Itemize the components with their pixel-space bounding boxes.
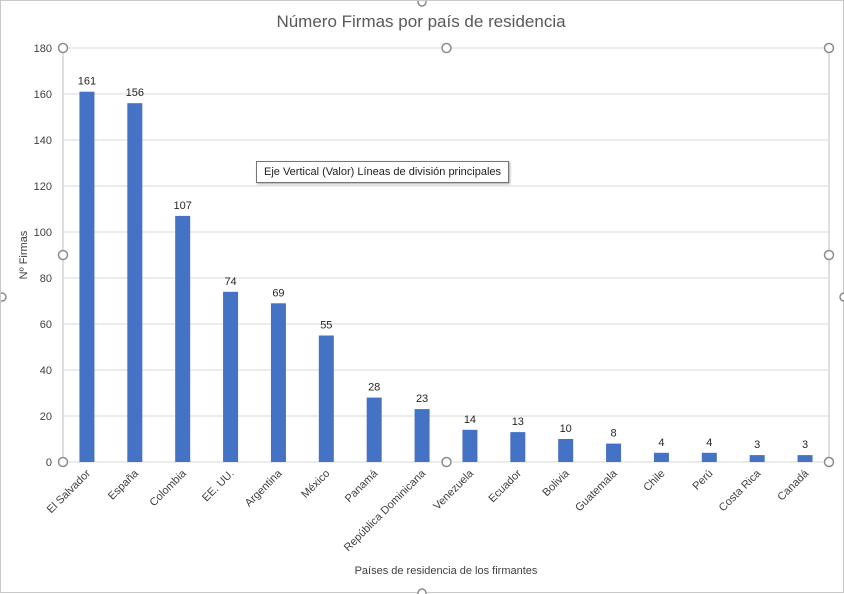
data-label: 3 [754,439,760,451]
y-axis-ticks[interactable]: 0 20 40 60 80 100 120 140 160 180 [34,43,52,469]
x-tick-label: Venezuela [431,467,476,512]
x-tick-label: Panamá [343,467,381,505]
bar[interactable] [701,452,717,462]
plot-resize-handle[interactable] [57,42,69,54]
gridlines[interactable] [63,47,829,463]
x-axis-title[interactable]: Países de residencia de los firmantes [355,565,538,577]
data-label: 107 [174,200,192,212]
bar[interactable] [462,429,478,462]
y-tick-label: 120 [34,181,52,193]
bar[interactable] [79,91,95,462]
bar[interactable] [175,215,191,462]
x-tick-label: Costa Rica [717,467,764,514]
bar-series[interactable] [79,91,813,463]
bar[interactable] [270,303,286,462]
chart-resize-handle[interactable] [839,292,844,302]
y-tick-label: 180 [34,43,52,55]
x-tick-label: El Salvador [45,467,93,515]
bar[interactable] [414,409,430,462]
x-axis-ticks[interactable]: El Salvador España Colombia EE. UU. Argentin… [45,467,812,554]
chart-title[interactable]: Número Firmas por país de residencia [276,12,566,31]
bar[interactable] [558,439,574,462]
y-tick-label: 60 [40,319,52,331]
plot-resize-handle[interactable] [441,456,452,468]
y-tick-label: 80 [40,273,52,285]
x-tick-label: España [106,467,141,502]
x-tick-label: República Dominicana [342,467,429,554]
plot-resize-handle[interactable] [57,249,69,261]
tooltip: Eje Vertical (Valor) Líneas de división … [256,161,510,183]
bar[interactable] [606,443,622,462]
plot-resize-handle[interactable] [823,249,835,261]
data-label: 23 [416,393,428,405]
bar[interactable] [510,432,526,462]
x-tick-label: Colombia [147,467,189,509]
chart-resize-handle[interactable] [417,1,427,7]
plot-resize-handle[interactable] [823,456,835,468]
data-label: 156 [126,87,144,99]
x-tick-label: Perú [691,468,716,493]
x-tick-label: México [299,468,332,501]
data-label: 28 [368,382,380,394]
y-axis-title[interactable]: Nº Firmas [18,230,30,279]
bar[interactable] [223,291,239,462]
y-tick-label: 160 [34,89,52,101]
y-tick-label: 0 [46,457,52,469]
y-tick-label: 100 [34,227,52,239]
y-tick-label: 20 [40,411,52,423]
x-tick-label: Canadá [775,467,811,503]
data-label: 13 [512,416,524,428]
data-label: 4 [706,437,712,449]
x-tick-label: Argentina [243,467,285,509]
bar[interactable] [797,455,813,462]
data-label: 10 [560,423,572,435]
data-label: 161 [78,76,96,88]
y-tick-label: 140 [34,135,52,147]
plot-resize-handle[interactable] [441,42,452,54]
x-tick-label: Ecuador [486,467,524,505]
data-label: 74 [224,276,236,288]
plot-resize-handle[interactable] [57,456,69,468]
chart-resize-handle[interactable] [1,292,7,302]
data-label: 8 [611,428,617,440]
y-tick-label: 40 [40,365,52,377]
x-tick-label: Chile [641,468,667,494]
data-labels[interactable]: 161 156 107 74 69 55 28 23 14 13 10 8 4 4 3 3 [78,76,808,451]
x-tick-label: EE. UU. [200,468,237,505]
chart-resize-handle[interactable] [417,588,427,594]
x-tick-label: Bolivia [540,467,572,499]
plot-resize-handle[interactable] [823,42,835,54]
bar[interactable] [749,455,765,462]
data-label: 14 [464,414,476,426]
data-label: 55 [320,320,332,332]
x-tick-label: Guatemala [573,467,620,514]
bar[interactable] [318,335,334,463]
bar[interactable] [366,397,382,462]
bar[interactable] [653,452,669,462]
data-label: 69 [272,287,284,299]
bar[interactable] [127,103,143,462]
data-label: 4 [658,437,664,449]
data-label: 3 [802,439,808,451]
